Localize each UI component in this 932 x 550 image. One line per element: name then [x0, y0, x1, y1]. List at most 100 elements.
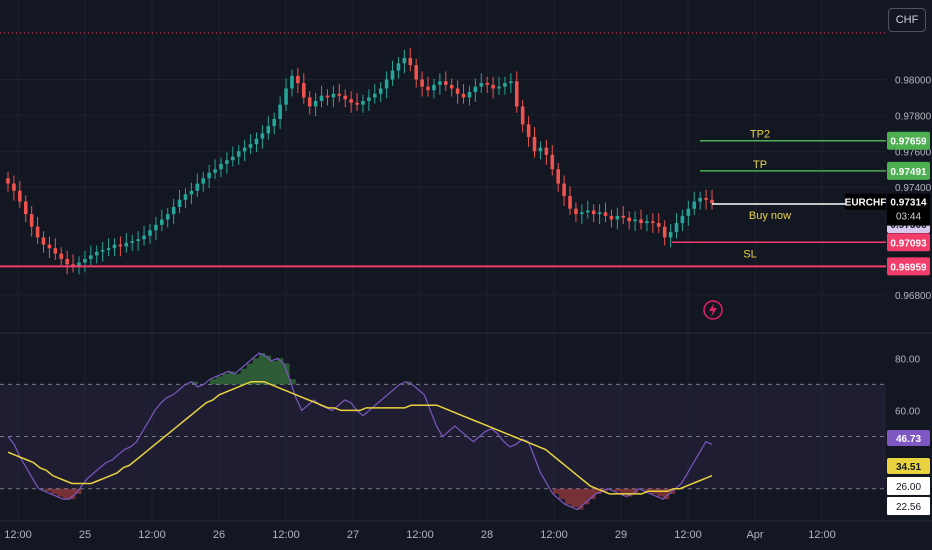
candle-body	[29, 214, 34, 227]
candle-body	[645, 221, 649, 224]
time-tick-label: 12:00	[674, 529, 702, 541]
candle-body	[23, 201, 28, 215]
rsi-ma-line	[7, 380, 713, 495]
time-tick-label: 12:00	[808, 529, 836, 541]
candle-body	[325, 95, 330, 98]
time-tick-label: 28	[481, 529, 493, 541]
current-price-tag-bg	[887, 193, 930, 226]
time-tick-label: 29	[615, 529, 627, 541]
candle-body	[94, 251, 99, 256]
candle-body	[538, 147, 543, 152]
time-tick-label: 25	[79, 529, 91, 541]
candle-body	[195, 183, 200, 191]
sl-price-tag-bg	[887, 233, 930, 252]
candle-body	[59, 253, 64, 259]
candle-body	[668, 232, 673, 238]
candle-body	[355, 102, 359, 105]
candle-body	[532, 136, 537, 152]
candle-body	[47, 244, 52, 249]
rsi-tick-label: 60.00	[895, 406, 920, 417]
candle-body	[100, 250, 105, 252]
candle-body	[544, 147, 549, 155]
candle-body	[236, 151, 241, 157]
candle-body	[710, 199, 714, 204]
candle-body	[680, 215, 685, 224]
candle-body	[651, 221, 655, 224]
rsi-level-tag: 22.56	[896, 502, 921, 513]
candle-body	[12, 183, 16, 191]
candle-body	[361, 101, 365, 105]
currency-button[interactable]: CHF	[888, 8, 926, 32]
time-tick-label: 27	[347, 529, 359, 541]
candle-body	[485, 83, 489, 85]
candle-body	[118, 244, 123, 247]
time-tick-label: 12:00	[138, 529, 166, 541]
candle-body	[698, 197, 702, 202]
candle-body	[106, 248, 111, 250]
candle-body	[83, 258, 87, 263]
trade-levels[interactable]: TP2 TP Buy now SL	[0, 129, 886, 268]
candle-body	[378, 88, 383, 94]
candle-body	[432, 84, 436, 91]
candle-body	[621, 215, 626, 218]
time-tick-label: 12:00	[4, 529, 32, 541]
candle-body	[6, 178, 10, 184]
candle-body	[556, 169, 560, 184]
rsi-overbought-area	[191, 353, 413, 385]
rsi-value-tag-bg	[887, 430, 930, 446]
candle-body	[207, 172, 211, 179]
candle-body	[65, 258, 69, 265]
rsi-value-tag: 46.73	[896, 434, 921, 445]
candle-body	[272, 118, 277, 127]
candle-body	[526, 124, 531, 137]
candle-body	[562, 183, 566, 197]
candle-body	[627, 217, 631, 222]
candle-body	[467, 92, 472, 98]
candle-body	[585, 210, 590, 213]
candle-body	[71, 264, 75, 267]
candle-body	[656, 223, 661, 227]
tp2-price-tag: 0.97659	[890, 137, 927, 148]
candle-body	[284, 88, 288, 105]
candle-body	[148, 230, 152, 236]
rsi-level-tag-bg	[887, 497, 930, 515]
time-axis-bg	[0, 521, 932, 550]
candle-body	[41, 237, 46, 245]
time-axis[interactable]: 12:00 25 12:00 26 12:00 27 12:00 28 12:00 29 12:00…	[0, 520, 932, 550]
lightning-icon[interactable]	[703, 300, 723, 320]
candle-body	[455, 88, 460, 94]
chart-grid	[0, 0, 886, 520]
candle-body	[278, 104, 282, 119]
candle-body	[343, 95, 348, 100]
candle-body	[426, 86, 430, 91]
candle-body	[201, 178, 206, 184]
candle-body	[77, 262, 81, 267]
candle-body	[18, 190, 22, 202]
candle-body	[396, 63, 401, 71]
candle-body	[591, 210, 596, 215]
candle-body	[597, 212, 602, 215]
candle-body	[574, 208, 578, 215]
candle-body	[639, 219, 643, 224]
candle-body	[89, 255, 93, 259]
candle-body	[171, 206, 176, 215]
time-tick-label: Apr	[746, 529, 763, 541]
candle-body	[331, 93, 336, 98]
sl-label: SL	[743, 248, 756, 260]
candle-body	[443, 81, 448, 85]
candle-body	[461, 93, 466, 98]
candle-body	[580, 212, 584, 215]
candlestick-series[interactable]	[6, 48, 714, 275]
price-axis[interactable]: 0.98000 0.97800 0.97600 0.97400 0.96800 0.976…	[845, 0, 932, 520]
candle-body	[509, 81, 513, 84]
rsi-level-tag: 26.00	[896, 482, 921, 493]
candle-body	[130, 241, 135, 243]
candle-body	[266, 126, 271, 134]
rsi-ma-value-tag: 34.51	[896, 462, 921, 473]
candle-body	[225, 160, 229, 164]
candle-body	[248, 144, 253, 148]
candle-body	[290, 75, 294, 89]
candle-body	[520, 106, 525, 125]
